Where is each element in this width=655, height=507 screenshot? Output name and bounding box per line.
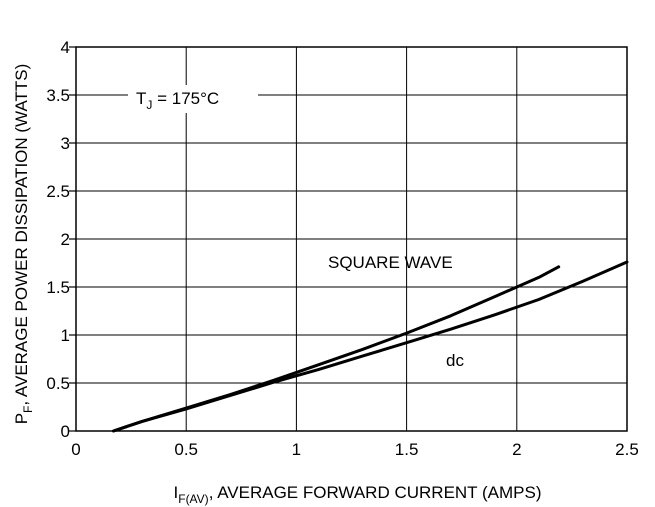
y-tick-label: 1 — [61, 326, 70, 345]
series-line-dc — [112, 260, 629, 433]
x-tick-label: 0 — [71, 440, 80, 459]
series-layer — [112, 260, 629, 433]
y-axis-ticks: 0 0.5 1 1.5 2 2.5 3 3.5 4 — [46, 38, 70, 441]
plot-area-frame — [75, 46, 628, 432]
x-axis-ticks: 0 0.5 1 1.5 2 2.5 — [71, 440, 639, 459]
y-tick-label: 0.5 — [46, 374, 70, 393]
y-tick-label: 1.5 — [46, 278, 70, 297]
x-tick-label: 2.5 — [615, 440, 639, 459]
x-tick-label: 1.5 — [395, 440, 419, 459]
y-tick-label: 3 — [61, 134, 70, 153]
y-tick-label: 2.5 — [46, 182, 70, 201]
x-tick-label: 1 — [292, 440, 301, 459]
y-tick-label: 3.5 — [46, 86, 70, 105]
y-tick-label: 0 — [61, 422, 70, 441]
dc-label: dc — [446, 351, 464, 370]
y-tick-label: 4 — [61, 38, 70, 57]
series-line-square-wave — [112, 265, 561, 433]
y-axis-title: PF, AVERAGE POWER DISSIPATION (WATTS) — [12, 64, 35, 425]
y-tick-label: 2 — [61, 230, 70, 249]
square-wave-label: SQUARE WAVE — [328, 253, 453, 272]
x-tick-label: 2 — [512, 440, 521, 459]
tj-label-background — [128, 85, 258, 113]
x-tick-label: 0.5 — [174, 440, 198, 459]
x-axis-title: IF(AV), AVERAGE FORWARD CURRENT (AMPS) — [174, 483, 542, 506]
tj-annotation: TJ = 175°C — [136, 89, 219, 112]
